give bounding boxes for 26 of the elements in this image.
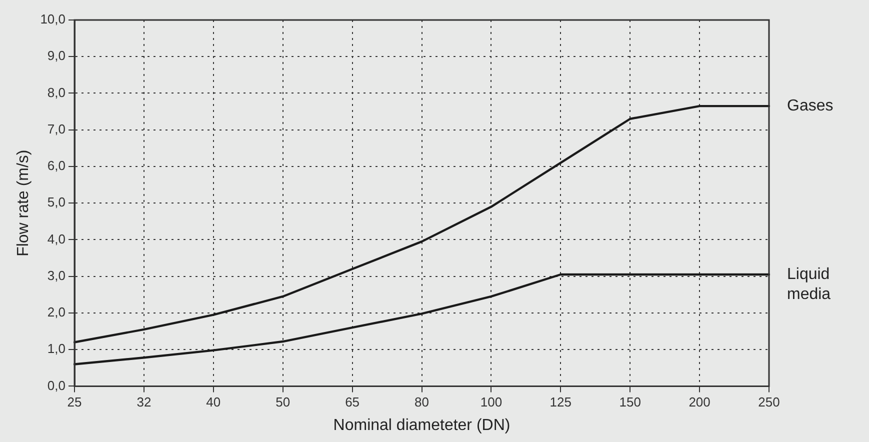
x-tick-label: 80 bbox=[414, 394, 429, 410]
x-tick-label: 65 bbox=[345, 394, 360, 410]
y-tick-label: 8,0 bbox=[47, 84, 66, 100]
x-tick-label: 250 bbox=[758, 394, 780, 410]
x-tick-label: 32 bbox=[136, 394, 152, 410]
x-tick-label: 125 bbox=[550, 394, 572, 410]
y-tick-label: 0,0 bbox=[47, 378, 66, 393]
x-tick-label: 200 bbox=[688, 394, 710, 410]
series-label: Gases bbox=[787, 97, 834, 114]
x-tick-label: 150 bbox=[619, 394, 641, 410]
x-tick-label: 25 bbox=[67, 394, 82, 410]
y-tick-label: 4,0 bbox=[47, 231, 66, 246]
y-tick-label: 5,0 bbox=[47, 194, 66, 210]
y-tick-label: 2,0 bbox=[47, 304, 66, 320]
y-tick-label: 1,0 bbox=[47, 341, 66, 356]
y-tick-label: 3,0 bbox=[47, 268, 66, 283]
x-tick-label: 50 bbox=[276, 394, 290, 410]
x-tick-label: 100 bbox=[480, 394, 502, 410]
y-tick-label: 7,0 bbox=[47, 121, 66, 136]
y-tick-label: 10,0 bbox=[40, 12, 66, 27]
x-tick-label: 40 bbox=[206, 394, 221, 410]
y-axis-title: Flow rate (m/s) bbox=[15, 150, 32, 256]
y-tick-label: 9,0 bbox=[47, 48, 66, 64]
x-axis-title: Nominal diameteter (DN) bbox=[333, 416, 510, 434]
series-label: Liquid media bbox=[787, 266, 831, 303]
y-tick-label: 6,0 bbox=[47, 158, 66, 174]
